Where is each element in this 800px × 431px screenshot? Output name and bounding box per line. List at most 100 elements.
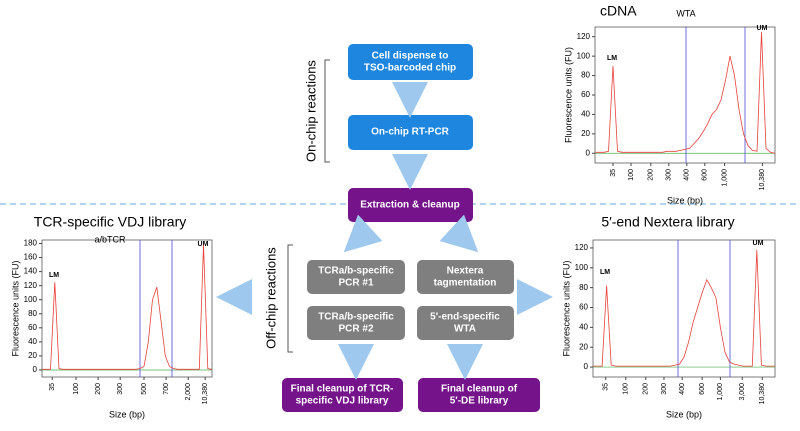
x-tick-label: 2,000 <box>185 383 192 401</box>
x-tick-label: 300 <box>666 169 673 181</box>
box <box>348 44 473 80</box>
annotation: WTA <box>676 8 695 18</box>
y-tick-label: 20 <box>28 351 37 360</box>
y-tick-label: 40 <box>28 337 37 346</box>
side-label: Off-chip reactions <box>263 247 278 349</box>
box-label: Cell dispense to <box>372 51 449 62</box>
chart-title: 5′-end Nextera library <box>601 214 734 230</box>
box-label: Final cleanup of TCR- <box>291 384 394 395</box>
layout <box>0 44 800 412</box>
arrows <box>216 82 553 380</box>
plot-frame <box>594 26 776 164</box>
x-tick-label: 200 <box>95 383 102 395</box>
y-tick-label: 120 <box>575 243 589 252</box>
box <box>418 378 540 412</box>
x-tick-label: 600 <box>702 169 709 181</box>
x-tick-label: 1,000 <box>721 169 728 187</box>
x-tick-label: 10,380 <box>202 383 209 405</box>
y-axis-label: Fluorescence units (FU) <box>10 260 20 356</box>
annotation: LM <box>49 272 59 279</box>
y-tick-label: 0 <box>584 362 589 371</box>
box-label: PCR #1 <box>338 278 373 289</box>
box-label: On-chip RT-PCR <box>371 127 450 138</box>
annotation: UM <box>198 241 209 248</box>
trace <box>42 244 213 370</box>
y-tick-label: 60 <box>28 323 37 332</box>
x-tick-label: 400 <box>684 169 691 181</box>
y-tick-label: 80 <box>581 71 590 80</box>
y-tick-label: 140 <box>24 267 38 276</box>
x-tick-label: 700 <box>163 383 170 395</box>
y-tick-label: 100 <box>24 295 38 304</box>
x-tick-label: 35 <box>610 169 617 177</box>
annotation: LM <box>600 269 610 276</box>
y-tick-label: 20 <box>581 129 590 138</box>
annotation: LM <box>607 55 617 62</box>
y-axis-label: Fluorescence units (FU) <box>563 47 573 143</box>
chart-title: cDNA <box>600 3 637 19</box>
x-tick-label: 10,380 <box>759 169 766 191</box>
box-label: WTA <box>454 324 476 335</box>
trace <box>595 31 776 154</box>
x-tick-label: 100 <box>623 383 630 395</box>
box-label: Final cleanup of <box>441 384 518 395</box>
trace <box>593 249 775 367</box>
x-tick-label: 300 <box>661 383 668 395</box>
plot-frame <box>41 239 213 378</box>
y-tick-label: 100 <box>577 51 591 60</box>
y-tick-label: 20 <box>579 342 588 351</box>
x-tick-label: 500 <box>141 383 148 395</box>
y-tick-label: 80 <box>579 283 588 292</box>
box-label: PCR #2 <box>338 324 373 335</box>
box <box>348 188 473 222</box>
plot-frame <box>592 239 776 378</box>
x-tick-label: 1,000 <box>717 383 724 401</box>
x-tick-label: 100 <box>628 169 635 181</box>
x-axis-label: Size (bp) <box>667 195 703 205</box>
box-label: specific VDJ library <box>296 396 389 407</box>
x-tick-label: 400 <box>679 383 686 395</box>
x-tick-label: 35 <box>603 383 610 391</box>
x-tick-label: 200 <box>648 169 655 181</box>
annotation: a/bTCR <box>94 234 126 244</box>
y-tick-label: 180 <box>24 239 38 248</box>
box <box>348 115 473 150</box>
chart-title: TCR-specific VDJ library <box>34 214 186 230</box>
y-tick-label: 40 <box>581 110 590 119</box>
bracket <box>287 59 330 353</box>
x-tick-label: 3,000 <box>739 383 746 401</box>
y-tick-label: 120 <box>24 281 38 290</box>
x-tick-label: 35 <box>49 383 56 391</box>
box-label: 5′-end-specific <box>430 312 500 323</box>
box <box>417 306 514 340</box>
box-label: Extraction & cleanup <box>360 200 459 211</box>
y-tick-label: 60 <box>579 303 588 312</box>
side-label: On-chip reactions <box>303 60 318 162</box>
y-tick-label: 80 <box>28 309 37 318</box>
box-label: TCRa/b-specific <box>318 266 394 277</box>
x-axis-label: Size (bp) <box>109 409 145 419</box>
box <box>307 260 405 294</box>
box <box>417 260 514 294</box>
y-tick-label: 100 <box>575 263 589 272</box>
y-tick-label: 160 <box>24 253 38 262</box>
x-tick-label: 600 <box>699 383 706 395</box>
box-label: Nextera <box>447 266 484 277</box>
annotation: UM <box>757 25 768 32</box>
box-label: tagmentation <box>434 278 497 289</box>
y-axis-label: Fluorescence units (FU) <box>561 260 571 356</box>
x-axis-label: Size (bp) <box>666 409 702 419</box>
box <box>307 306 405 340</box>
box <box>282 378 403 412</box>
box-label: 5′-DE library <box>450 396 509 407</box>
y-tick-label: 40 <box>579 322 588 331</box>
box-label: TCRa/b-specific <box>318 312 394 323</box>
y-tick-label: 120 <box>577 32 591 41</box>
x-tick-label: 10,380 <box>759 383 766 405</box>
annotation: UM <box>753 240 764 247</box>
y-tick-label: 60 <box>581 90 590 99</box>
y-tick-label: 0 <box>33 365 38 374</box>
x-tick-label: 100 <box>73 383 80 395</box>
y-tick-label: 0 <box>586 148 591 157</box>
